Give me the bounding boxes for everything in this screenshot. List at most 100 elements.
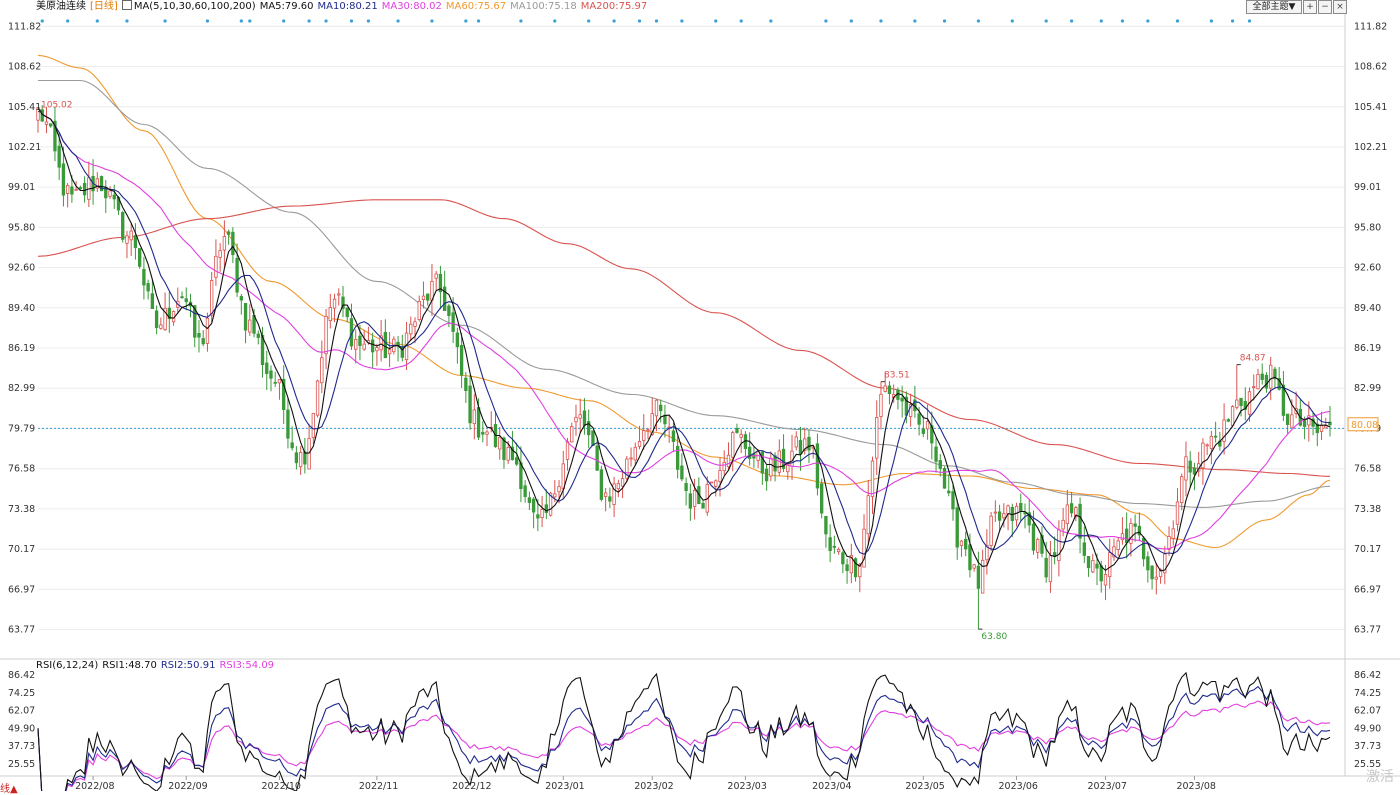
candlestick-series	[36, 105, 1332, 630]
period-switch-tab[interactable]: 线▲	[0, 784, 18, 795]
theme-dropdown[interactable]: 全部主题▼	[1246, 0, 1302, 14]
candle-body	[150, 293, 155, 309]
candle-body	[307, 438, 311, 470]
candle-body	[1002, 513, 1006, 519]
candle-body	[426, 293, 430, 301]
candle-body	[701, 502, 705, 509]
candle-body	[1078, 503, 1082, 539]
date-tick-label: 2022/09	[168, 781, 207, 791]
date-tick-label: 2023/03	[727, 781, 766, 791]
candle-body	[235, 257, 239, 293]
candle-body	[718, 470, 722, 482]
candle-body	[1230, 406, 1235, 426]
candle-body	[1213, 435, 1218, 438]
candle-body	[44, 121, 49, 125]
ma200-line	[37, 199, 1330, 477]
instrument-name[interactable]: 美原油连续	[36, 1, 86, 12]
candle-body	[1074, 507, 1078, 518]
candle-body	[476, 407, 481, 438]
candle-body	[993, 511, 998, 514]
candle-body	[78, 187, 83, 190]
candle-body	[858, 563, 862, 578]
candle-body	[591, 430, 595, 446]
candle-body	[544, 504, 548, 513]
candle-body	[193, 305, 197, 338]
price-tick-label: 66.97	[1354, 584, 1381, 595]
candle-body	[1141, 537, 1146, 560]
signal-dot	[282, 19, 286, 23]
candle-body	[1260, 373, 1264, 380]
candle-body	[828, 537, 832, 551]
candle-body	[612, 483, 616, 505]
candle-body	[345, 307, 349, 318]
candle-body	[239, 296, 244, 301]
candle-body	[1307, 415, 1311, 426]
candle-body	[506, 446, 510, 461]
candle-body	[1264, 374, 1269, 389]
candle-body	[659, 404, 663, 412]
candle-body	[845, 564, 849, 572]
ma100-line	[38, 79, 1331, 508]
candle-body	[836, 549, 841, 553]
signal-dot	[1044, 19, 1048, 23]
signal-dot	[125, 19, 129, 23]
candle-body	[536, 514, 540, 519]
signal-dot	[976, 19, 981, 23]
zoom-out-icon[interactable]: −	[1318, 0, 1332, 14]
candle-body	[1188, 460, 1192, 473]
rsi1-value: RSI1:48.70	[102, 660, 157, 671]
candle-body	[561, 463, 565, 490]
candle-body	[773, 455, 777, 472]
candle-body	[379, 335, 383, 351]
candle-body	[989, 515, 993, 546]
date-axis: 2022/08 2022/09 2022/10 2022/11 2022/12 2023/…	[75, 776, 1216, 791]
candle-body	[955, 507, 959, 548]
candle-body	[1154, 576, 1158, 580]
candle-body	[498, 436, 502, 450]
signal-dot	[1070, 19, 1074, 23]
signal-dot	[95, 19, 99, 23]
candle-body	[887, 385, 892, 394]
candle-body	[900, 397, 904, 402]
signal-dot	[1175, 19, 1180, 23]
candle-body	[311, 413, 316, 438]
candle-body	[112, 194, 116, 200]
candle-body	[942, 468, 947, 489]
candle-body	[764, 468, 769, 482]
candle-body	[1082, 542, 1086, 556]
signal-dot	[849, 19, 853, 23]
ma-settings-icon[interactable]	[121, 0, 132, 10]
candle-body	[603, 492, 608, 497]
candle-body	[527, 497, 532, 503]
candle-body	[1065, 504, 1070, 524]
price-tick-label: 82.99	[1354, 383, 1381, 394]
candle-body	[1285, 413, 1290, 426]
current-price-box	[1347, 417, 1379, 432]
candle-body	[608, 496, 612, 502]
ma60-value: MA60:75.67	[445, 1, 507, 12]
rsi-axis: 86.42 86.42 74.25 74.25 62.07 62.07 49.90 49.90…	[8, 670, 1381, 770]
zoom-in-icon[interactable]: +	[1303, 0, 1317, 14]
candle-body	[1324, 425, 1328, 429]
candle-body	[269, 370, 273, 379]
candle-body	[921, 428, 926, 434]
candle-body	[853, 558, 858, 578]
candle-body	[726, 454, 731, 468]
candle-body	[1205, 444, 1209, 447]
candle-body	[688, 493, 693, 509]
rsi3-line	[37, 700, 1331, 791]
candle-body	[934, 446, 938, 462]
signal-dot	[205, 19, 210, 23]
candle-body	[243, 303, 248, 331]
rsi-params: RSI(6,12,24)	[36, 660, 99, 671]
candle-body	[121, 212, 125, 240]
price-tick-label-left: 63.77	[8, 625, 35, 636]
rsi-tick-label-left: 25.55	[8, 759, 35, 770]
close-icon[interactable]: ×	[1333, 0, 1347, 14]
candle-body	[925, 420, 930, 430]
candle-body	[824, 516, 828, 535]
candle-body	[1006, 505, 1010, 515]
candle-body	[671, 430, 676, 442]
period-label[interactable]: [日线]	[90, 1, 118, 12]
short-moving-averages	[37, 107, 1331, 572]
